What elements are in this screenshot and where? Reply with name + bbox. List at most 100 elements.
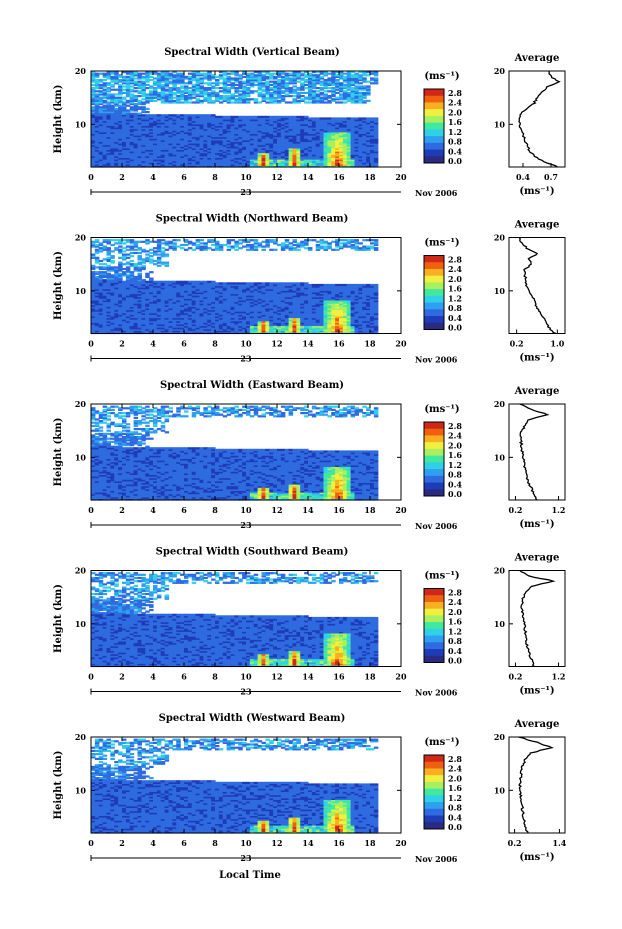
heatmap-cell [234, 84, 238, 86]
heatmap-cell [362, 77, 366, 79]
heatmap-cell [246, 116, 250, 118]
panel-title: Spectral Width (Vertical Beam) [164, 47, 340, 58]
heatmap-cell [141, 114, 145, 116]
heatmap-cell [172, 100, 176, 102]
heatmap-cell [153, 281, 157, 283]
heatmap-cell [157, 114, 161, 116]
heatmap-cell [262, 74, 266, 76]
heatmap-cell [165, 254, 169, 256]
heatmap-cell [161, 114, 165, 116]
heatmap-cell [99, 106, 103, 108]
heatmap-cell [196, 114, 200, 116]
heatmap-cell [335, 101, 339, 103]
heatmap-cell [358, 92, 362, 94]
heatmap-cell [138, 247, 142, 249]
heatmap-cell [312, 117, 316, 119]
heatmap-cell [343, 90, 347, 92]
heatmap-cell [99, 79, 103, 81]
heatmap-cell [242, 76, 246, 78]
heatmap-cell [103, 79, 107, 81]
heatmap-cell [273, 81, 277, 83]
heatmap-cell [169, 114, 173, 116]
heatmap-cell [145, 87, 149, 89]
x-tick-label: 14 [302, 172, 314, 182]
heatmap-cell [335, 92, 339, 94]
heatmap-cell [126, 76, 130, 78]
heatmap-cell [122, 76, 126, 78]
heatmap-cell [99, 84, 103, 86]
heatmap-cell [176, 73, 180, 75]
heatmap-cell [355, 73, 359, 75]
panel-title: Spectral Width (Northward Beam) [156, 214, 349, 225]
heatmap-cell [211, 114, 215, 116]
heatmap-cell [234, 116, 238, 118]
heatmap-cell [141, 258, 145, 260]
heatmap-cell [215, 116, 219, 118]
heatmap-cell [324, 79, 328, 81]
colorbar-swatch [424, 136, 444, 143]
heatmap-cell [227, 116, 231, 118]
heatmap-cell [145, 273, 149, 275]
heatmap-cell [95, 257, 99, 259]
heatmap-cell [141, 101, 145, 103]
heatmap-cell [227, 76, 231, 78]
heatmap-cell [95, 244, 99, 246]
heatmap-cell [134, 249, 138, 251]
heatmap-cell [134, 77, 138, 79]
heatmap-cell [176, 246, 180, 248]
heatmap-cell [320, 117, 324, 119]
heatmap-cell [308, 101, 312, 103]
heatmap-cell [347, 92, 351, 94]
heatmap-cell [165, 114, 169, 116]
heatmap-cell [296, 87, 300, 89]
heatmap-cell [358, 74, 362, 76]
heatmap-cell [219, 116, 223, 118]
heatmap-cell [110, 244, 114, 246]
heatmap-cell [95, 266, 99, 268]
heatmap-cell [362, 100, 366, 102]
heatmap-cell [169, 73, 173, 75]
heatmap-cell [165, 262, 169, 264]
heatmap-cell [320, 92, 324, 94]
heatmap-cell [172, 92, 176, 94]
heatmap-cell [122, 89, 126, 91]
profile-x-tick-label: 0.4 [516, 172, 530, 182]
heatmap-cell [188, 241, 192, 243]
heatmap-cell [176, 87, 180, 89]
heatmap-cell [293, 98, 297, 100]
heatmap-cells [91, 239, 378, 334]
heatmap-cell [103, 89, 107, 91]
heatmap-cell [161, 239, 165, 241]
heatmap-cell [161, 247, 165, 249]
heatmap-cell [118, 105, 122, 107]
heatmap-cell [103, 279, 107, 281]
heatmap-cell [370, 82, 374, 84]
x-tick-label: 12 [271, 172, 282, 182]
heatmap-cell [246, 98, 250, 100]
heatmap-cell [304, 116, 308, 118]
heatmap-cell [134, 90, 138, 92]
heatmap-cell [320, 97, 324, 99]
heatmap-cell [316, 87, 320, 89]
heatmap-cell [126, 254, 130, 256]
heatmap-cell [351, 117, 355, 119]
heatmap-cell [312, 74, 316, 76]
heatmap-cell [141, 249, 145, 251]
heatmap-cell [176, 95, 180, 97]
heatmap-cell [300, 73, 304, 75]
heatmap-cell [165, 93, 169, 95]
heatmap-cell [370, 117, 374, 119]
heatmap-cell [107, 87, 111, 89]
colorbar-tick-label: 2.8 [448, 88, 462, 98]
heatmap-cell [207, 281, 211, 283]
heatmap-cell [145, 108, 149, 110]
heatmap-cell [366, 100, 370, 102]
day-label: 23 [240, 187, 252, 197]
heatmap-cell [343, 76, 347, 78]
heatmap-cell [320, 76, 324, 78]
heatmap-cell [250, 116, 254, 118]
x-tick-label: 18 [364, 172, 376, 182]
heatmap-cell [300, 77, 304, 79]
heatmap-cell [114, 239, 118, 241]
heatmap-cell [238, 93, 242, 95]
